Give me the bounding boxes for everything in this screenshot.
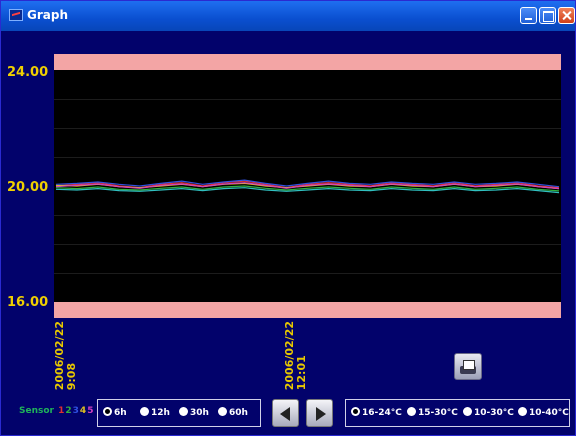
range-option-16-24[interactable]: 16-24°C: [351, 407, 402, 418]
grid-line: [54, 128, 561, 129]
previous-button[interactable]: [272, 399, 299, 427]
range-option-10-40[interactable]: 10-40°C: [518, 407, 569, 418]
sensor-number-2: 2: [65, 406, 72, 416]
sensor-legend-label: Sensor: [19, 406, 54, 416]
time-option-6h[interactable]: 6h: [103, 407, 127, 418]
next-button[interactable]: [306, 399, 333, 427]
range-option-10-30[interactable]: 10-30°C: [463, 407, 514, 418]
sensor-legend: Sensor 12345: [19, 406, 93, 416]
series-line-5: [55, 182, 560, 190]
radio-icon: [218, 407, 227, 416]
grid-line: [54, 157, 561, 158]
print-button[interactable]: [454, 353, 482, 380]
y-tick-label-bottom: 16.00: [7, 295, 49, 310]
range-option-label: 15-30°C: [418, 408, 458, 418]
maximize-button[interactable]: [539, 7, 556, 24]
sensor-number-1: 1: [58, 406, 65, 416]
title-bar[interactable]: Graph: [1, 1, 575, 31]
y-tick-label-mid: 20.00: [7, 180, 49, 195]
range-option-label: 10-40°C: [529, 408, 569, 418]
radio-icon: [179, 407, 188, 416]
x-label-middle: 2006/02/22 12:01: [283, 321, 308, 391]
time-option-label: 12h: [151, 408, 170, 418]
time-option-label: 6h: [114, 408, 127, 418]
radio-icon: [518, 407, 527, 416]
time-option-label: 60h: [229, 408, 248, 418]
radio-icon: [407, 407, 416, 416]
time-option-30h[interactable]: 30h: [179, 407, 209, 418]
temperature-plot[interactable]: [54, 54, 561, 318]
upper-alarm-band: [54, 54, 561, 70]
close-button[interactable]: [558, 7, 575, 24]
grid-line: [54, 273, 561, 274]
minimize-button[interactable]: [520, 7, 537, 24]
y-tick-label-top: 24.00: [7, 65, 49, 80]
lower-alarm-band: [54, 302, 561, 318]
time-option-label: 30h: [190, 408, 209, 418]
radio-icon: [463, 407, 472, 416]
x-label-start-time: 9:08: [65, 362, 78, 391]
series-lines: [55, 179, 560, 194]
series-line-4: [55, 179, 560, 188]
time-option-12h[interactable]: 12h: [140, 407, 170, 418]
time-span-selector: 6h 12h 30h 60h: [97, 399, 261, 427]
window-title: Graph: [27, 8, 68, 22]
x-label-middle-time: 12:01: [295, 355, 308, 391]
radio-icon: [140, 407, 149, 416]
sensor-number-5: 5: [87, 406, 94, 416]
series-line-3: [55, 185, 560, 192]
grid-line: [54, 244, 561, 245]
grid-line: [54, 215, 561, 216]
grid-line: [54, 99, 561, 100]
temperature-range-selector: 16-24°C 15-30°C 10-30°C 10-40°C: [345, 399, 570, 427]
range-option-label: 16-24°C: [362, 408, 402, 418]
radio-selected-icon: [351, 407, 360, 416]
series-line-6: [55, 187, 560, 194]
sensor-number-3: 3: [72, 406, 79, 416]
range-option-label: 10-30°C: [474, 408, 514, 418]
sensor-number-4: 4: [79, 406, 87, 416]
radio-selected-icon: [103, 407, 112, 416]
x-label-start: 2006/02/22 9:08: [53, 321, 78, 391]
time-option-60h[interactable]: 60h: [218, 407, 248, 418]
range-option-15-30[interactable]: 15-30°C: [407, 407, 458, 418]
graph-app-icon: [9, 9, 23, 21]
